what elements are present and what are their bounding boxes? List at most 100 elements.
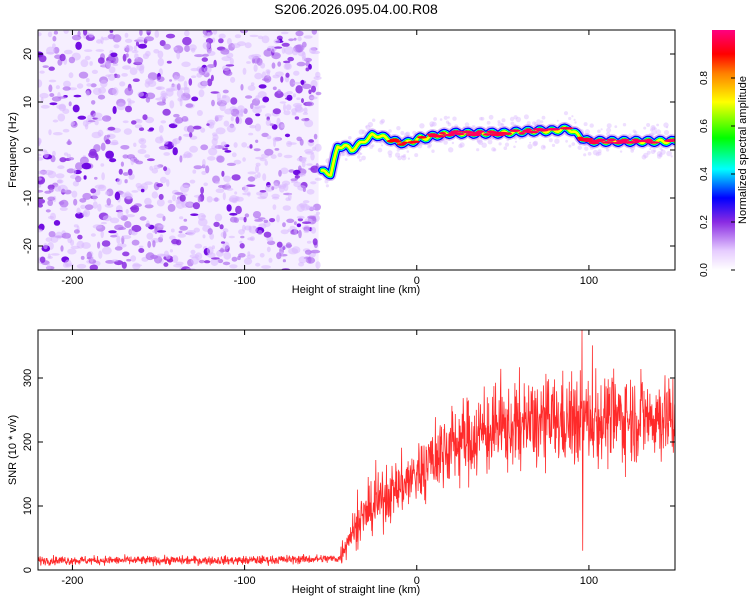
noise-blob <box>126 98 132 102</box>
noise-blob <box>264 113 272 118</box>
noise-blob <box>234 34 242 39</box>
noise-blob <box>38 198 46 205</box>
noise-blob <box>291 246 301 254</box>
noise-blob <box>214 114 225 118</box>
noise-blob <box>487 139 493 145</box>
noise-blob <box>658 153 663 158</box>
noise-blob <box>63 49 73 55</box>
noise-blob <box>310 249 321 254</box>
noise-blob <box>46 263 51 270</box>
noise-blob <box>151 191 158 199</box>
noise-blob <box>407 157 410 160</box>
noise-blob <box>82 192 92 200</box>
noise-blob <box>650 149 656 154</box>
noise-blob <box>653 149 657 153</box>
noise-blob <box>129 230 136 235</box>
noise-blob <box>101 240 111 247</box>
noise-blob <box>109 30 114 33</box>
y-tick-label: 20 <box>22 48 34 60</box>
noise-blob <box>218 38 224 44</box>
noise-blob <box>131 120 137 125</box>
noise-blob <box>301 83 312 90</box>
noise-blob <box>171 138 178 147</box>
noise-blob <box>292 81 302 85</box>
noise-blob <box>257 172 261 179</box>
noise-blob <box>666 150 672 157</box>
noise-blob <box>266 48 272 51</box>
noise-blob <box>72 104 80 113</box>
noise-blob <box>135 41 140 47</box>
noise-blob <box>68 157 75 161</box>
noise-blob <box>71 34 82 41</box>
noise-blob <box>94 176 98 180</box>
noise-blob <box>254 123 261 132</box>
noise-blob <box>92 201 98 209</box>
signal-peak <box>613 141 623 145</box>
noise-blob <box>272 108 281 115</box>
signal-peak <box>580 137 594 141</box>
noise-blob <box>118 227 126 230</box>
noise-blob <box>158 145 169 150</box>
noise-blob <box>282 259 286 263</box>
signal-peak <box>525 128 533 131</box>
noise-blob <box>298 229 302 239</box>
signal-peak <box>588 141 600 145</box>
noise-blob <box>226 38 232 45</box>
noise-blob <box>105 150 114 159</box>
noise-blob <box>258 84 267 89</box>
noise-blob <box>242 157 246 162</box>
noise-blob <box>248 132 254 136</box>
noise-blob <box>310 226 317 234</box>
noise-blob <box>196 72 203 78</box>
noise-blob <box>73 94 82 98</box>
noise-blob <box>272 74 280 79</box>
noise-blob <box>314 143 322 152</box>
noise-blob <box>45 209 51 213</box>
noise-blob <box>176 83 181 91</box>
noise-blob <box>235 113 244 118</box>
noise-blob <box>138 127 145 131</box>
signal-peak <box>432 135 446 138</box>
noise-blob <box>50 253 60 256</box>
noise-blob <box>220 231 227 238</box>
noise-blob <box>283 154 293 159</box>
noise-blob <box>542 145 546 149</box>
noise-blob <box>184 44 191 53</box>
noise-blob <box>643 126 647 130</box>
noise-blob <box>480 116 485 121</box>
noise-blob <box>583 122 588 127</box>
noise-blob <box>272 86 277 91</box>
signal-track <box>316 122 675 181</box>
noise-blob <box>57 113 66 122</box>
noise-blob <box>361 155 366 161</box>
noise-blob <box>219 224 224 230</box>
noise-blob <box>80 204 86 210</box>
noise-blob <box>240 84 244 91</box>
noise-blob <box>121 73 128 77</box>
noise-blob <box>289 78 296 87</box>
noise-blob <box>295 30 304 37</box>
y-tick-label: 100 <box>22 497 34 515</box>
noise-blob <box>293 37 297 41</box>
noise-blob <box>38 177 42 181</box>
noise-blob <box>666 126 669 129</box>
noise-blob <box>259 190 267 193</box>
noise-blob <box>110 234 118 238</box>
noise-blob <box>121 261 127 269</box>
x-tick-label: 0 <box>414 275 420 287</box>
noise-blob <box>476 138 481 143</box>
x-tick-label: 100 <box>580 575 598 587</box>
noise-blob <box>206 30 211 33</box>
noise-blob <box>92 192 98 201</box>
noise-blob <box>213 221 220 227</box>
noise-blob <box>76 240 85 249</box>
noise-blob <box>255 139 259 143</box>
noise-blob <box>211 144 219 150</box>
noise-blob <box>271 62 276 69</box>
noise-blob <box>186 152 193 158</box>
noise-blob <box>295 85 303 94</box>
noise-blob <box>152 240 156 248</box>
noise-blob <box>584 129 591 135</box>
noise-blob <box>296 97 301 100</box>
bottom-plot-frame <box>37 329 676 571</box>
